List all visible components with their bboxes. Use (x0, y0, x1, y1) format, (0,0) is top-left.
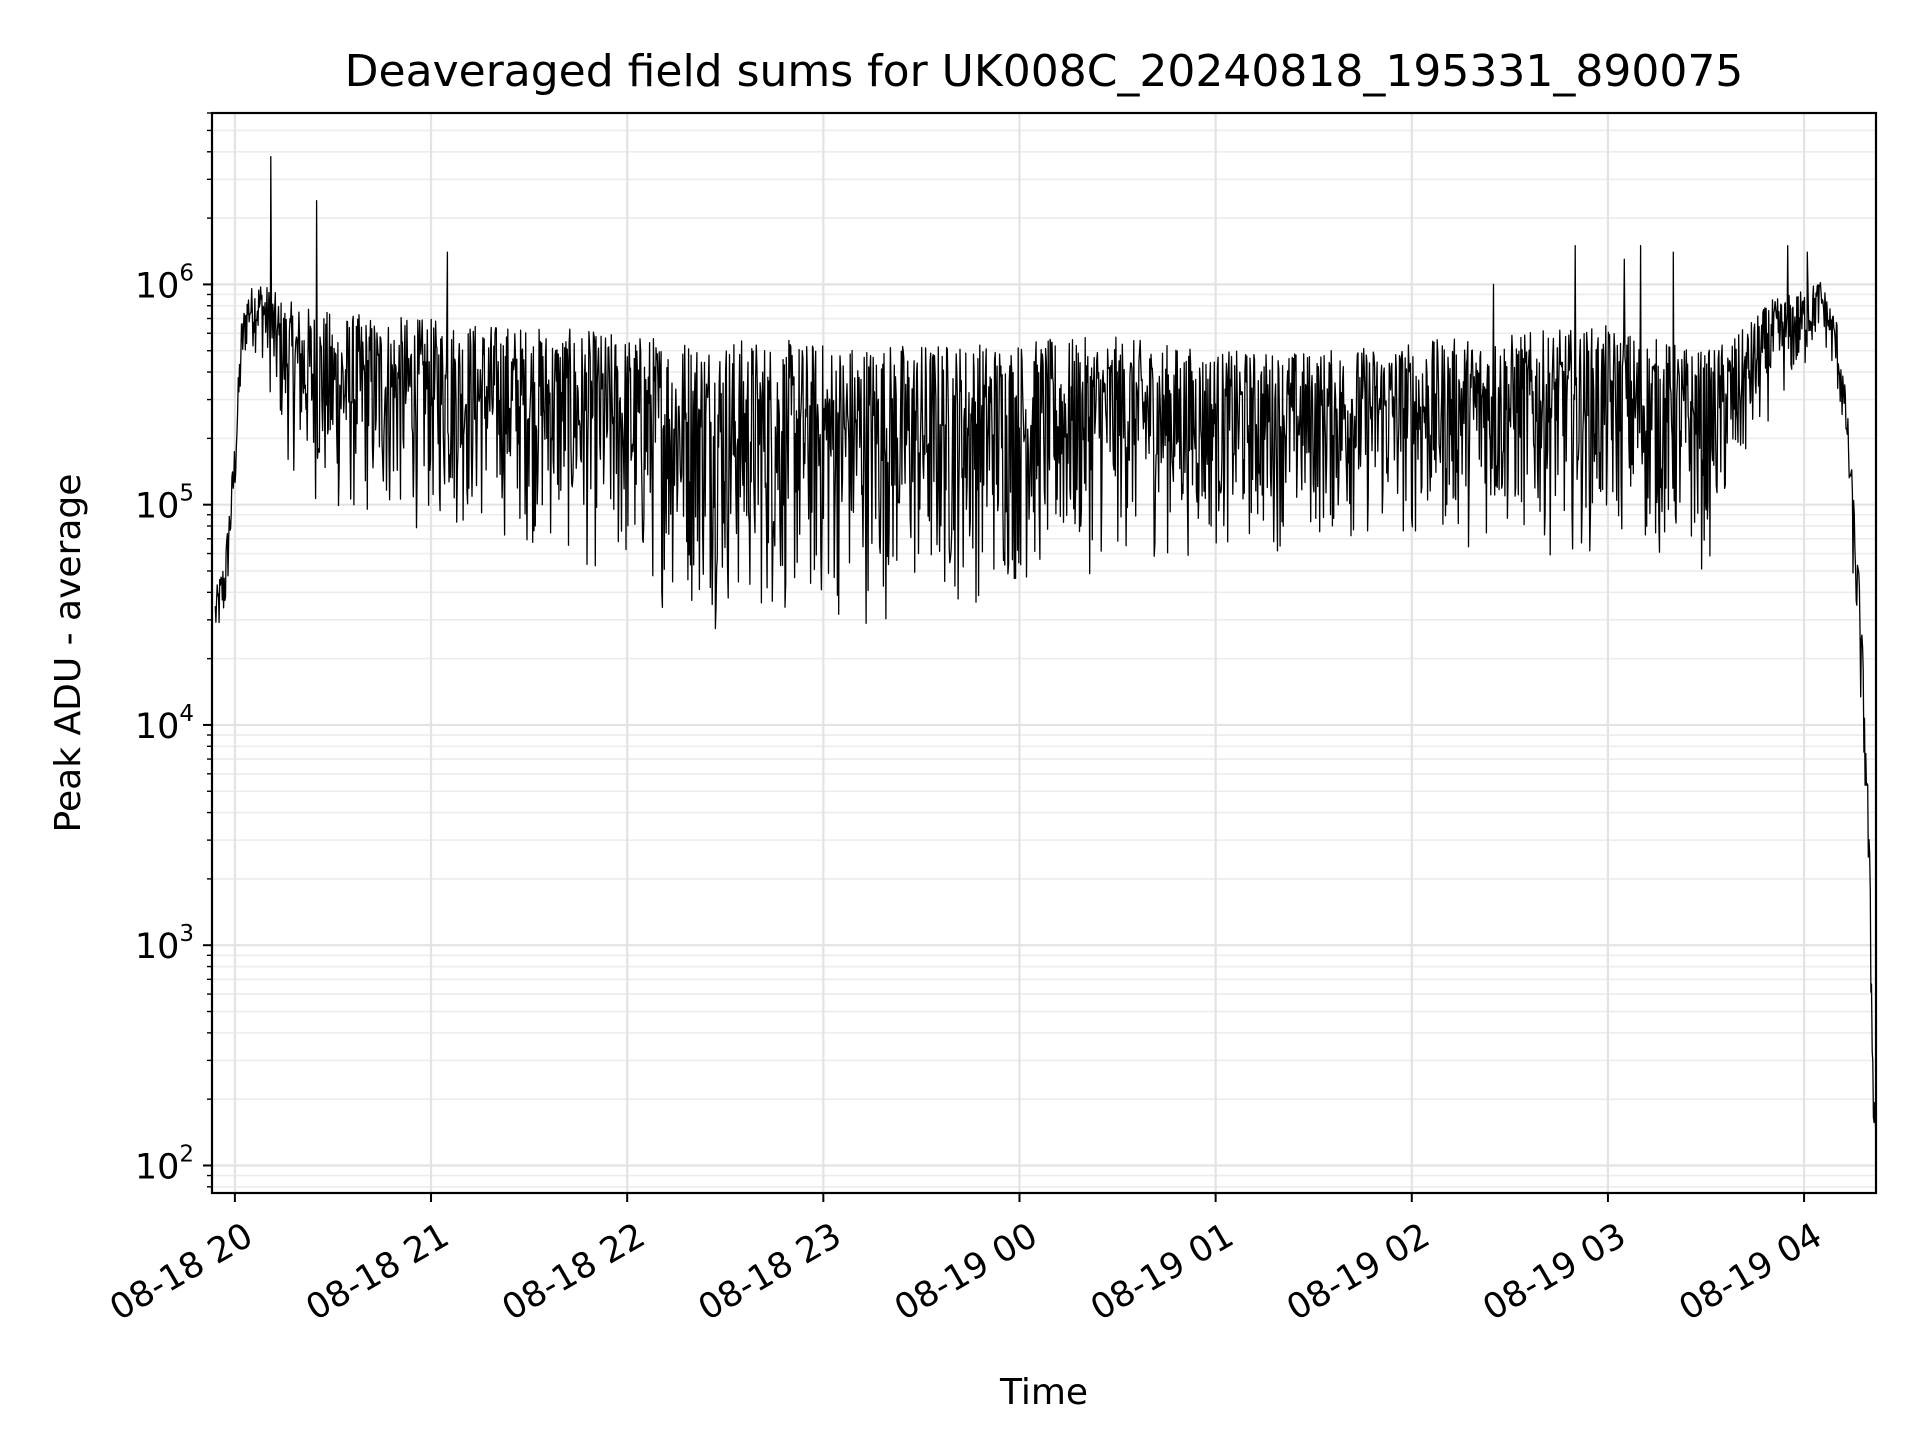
y-tick-label: 102 (135, 1141, 194, 1187)
x-axis-label: Time (999, 1372, 1088, 1413)
y-tick-label: 106 (135, 260, 194, 306)
plot-frame (210, 111, 1878, 1195)
y-tick-label: 105 (135, 481, 194, 527)
y-tick-label: 103 (135, 921, 194, 967)
chart-title: Deaveraged field sums for UK008C_2024081… (345, 46, 1744, 97)
series-line (214, 156, 1877, 1148)
y-axis-ticks: 102 103 104 105 106 (135, 112, 212, 1188)
y-axis-label: Peak ADU - average (48, 474, 89, 833)
y-tick-label: 104 (135, 701, 194, 747)
series-layer (214, 156, 1877, 1148)
